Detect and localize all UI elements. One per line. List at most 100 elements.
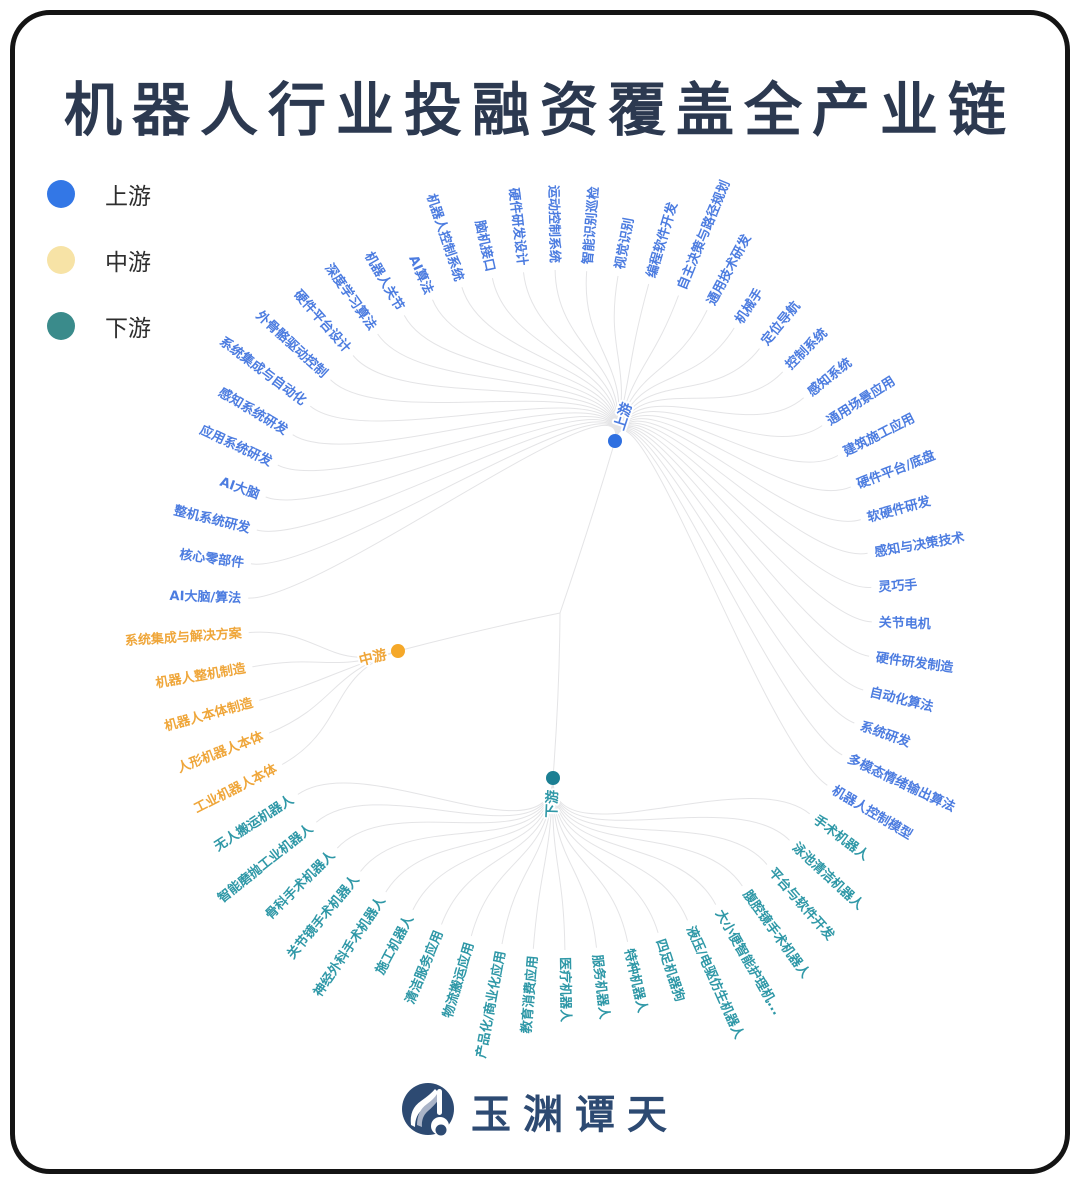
leaf-label: 关节电机: [879, 615, 932, 633]
leaf-edge: [614, 427, 870, 657]
infographic-card: 机器人行业投融资覆盖全产业链 上游 中游 下游 AI大脑/算法 核心零部件 整机系统研发…: [10, 10, 1070, 1174]
leaf-edge: [250, 423, 617, 565]
leaf-edge: [614, 283, 650, 442]
leaf-edge: [330, 379, 617, 442]
leaf-edge: [614, 371, 784, 442]
leaf-edge: [412, 777, 554, 911]
leaf-edge: [352, 355, 617, 442]
leaf-label: 教育消费应用: [518, 955, 541, 1035]
leaf-label: AI算法: [405, 253, 436, 297]
legend-dot-icon: [47, 246, 75, 274]
leaf-edge: [470, 777, 554, 937]
leaf-edge: [297, 777, 554, 812]
leaf-edge: [614, 422, 868, 555]
leaf-edge: [501, 777, 554, 945]
leaf-edge: [614, 348, 760, 442]
leaf-label: 系统研发: [858, 718, 913, 751]
leaf-edge: [613, 275, 622, 442]
leaf-label: 服务机器人: [589, 954, 613, 1021]
leaf-label: 机械手: [732, 285, 767, 326]
leaf-label: 智能识别巡检: [580, 186, 603, 265]
leaf-label: 建筑施工应用: [841, 410, 918, 460]
hub-label-下游: 下游: [543, 790, 561, 819]
leaf-edge: [614, 430, 828, 786]
leaf-label: 核心零部件: [178, 547, 245, 572]
leaf-label: 人形机器人本体: [175, 728, 267, 776]
leaf-label: 感知系统: [804, 355, 855, 400]
leaf-edge: [552, 777, 717, 905]
legend-item-上游: 上游: [47, 177, 151, 211]
leaf-label: 运动控制系统: [545, 185, 562, 263]
leaf-label: 四足机器狗: [652, 937, 688, 1004]
leaf-edge: [614, 397, 805, 442]
leaf-edge: [552, 777, 566, 951]
leaf-label: 手术机器人: [810, 812, 872, 864]
leaf-edge: [614, 429, 855, 724]
leaf-label: 应用系统研发: [197, 422, 275, 470]
leaf-edge: [552, 777, 768, 865]
leaf-edge: [248, 631, 399, 658]
leaf-edge: [441, 777, 554, 925]
leaf-edge: [532, 777, 554, 949]
leaf-edge: [403, 315, 617, 442]
hub-node-中游: [391, 644, 405, 658]
leaf-edge: [523, 272, 618, 442]
leaf-edge: [614, 418, 851, 492]
leaf-label: 机器人整机制造: [154, 660, 247, 691]
leaf-label: 灵巧手: [878, 577, 918, 596]
legend-item-下游: 下游: [47, 309, 151, 343]
leaf-edge: [256, 421, 617, 532]
leaf-edge: [309, 405, 617, 442]
leaf-edge: [336, 777, 554, 849]
root-edge: [559, 440, 616, 614]
leaf-edge: [269, 650, 399, 734]
leaf-edge: [552, 777, 811, 815]
leaf-label: 硬件研发制造: [875, 650, 955, 677]
leaf-edge: [360, 777, 554, 872]
legend-label: 中游: [105, 250, 151, 276]
leaf-label: 机器人控制系统: [423, 192, 467, 283]
leaf-edge: [614, 425, 872, 623]
leaf-edge: [552, 777, 790, 841]
leaf-edge: [614, 428, 864, 691]
leaf-edge: [461, 287, 618, 442]
leaf-label: AI大脑: [218, 474, 262, 503]
leaf-edge: [614, 327, 735, 442]
leaf-edge: [614, 415, 839, 463]
leaf-label: 控制系统: [782, 325, 830, 373]
leaf-label: AI大脑/算法: [169, 588, 241, 606]
root-edge: [397, 612, 561, 652]
edges: [248, 269, 872, 951]
leaf-label: 整机系统研发: [171, 502, 253, 536]
leaf-edge: [552, 777, 597, 948]
leaf-edge: [614, 424, 872, 588]
leaf-label: 物流搬运应用: [440, 941, 477, 1020]
leaf-label: 自动化算法: [868, 684, 935, 715]
legend-item-中游: 中游: [47, 243, 151, 277]
leaf-edge: [292, 412, 617, 445]
legend-dot-icon: [47, 312, 75, 340]
leaf-label: 产品化/商业化应用: [473, 950, 509, 1060]
leaf-label: 定位导航: [757, 298, 803, 349]
leaf-label: 医疗机器人: [557, 957, 574, 1023]
hub-label-中游: 中游: [357, 646, 388, 669]
leaf-edge: [585, 271, 620, 442]
leaf-edge: [552, 777, 659, 933]
radial-tree-chart: AI大脑/算法核心零部件整机系统研发AI大脑应用系统研发感知系统研发系统集成与自…: [124, 178, 965, 1060]
leaf-edge: [552, 777, 688, 921]
leaf-label: 脑机接口: [471, 219, 498, 273]
leaf-edge: [552, 777, 743, 887]
leaf-edge: [277, 416, 617, 472]
leaf-label: 软硬件研发: [865, 493, 933, 526]
leaf-edge: [614, 429, 843, 756]
leaf-edge: [614, 411, 823, 442]
leaf-edge: [385, 777, 554, 893]
logo-mark-icon: [402, 1083, 454, 1136]
hub-node-上游: [608, 434, 622, 448]
leaf-label: 机器人关节: [361, 249, 407, 313]
legend: 上游中游下游: [47, 177, 151, 343]
legend-dot-icon: [47, 180, 75, 208]
leaf-label: 感知与决策技术: [873, 529, 965, 560]
leaf-edge: [248, 424, 617, 599]
hub-node-下游: [546, 771, 560, 785]
